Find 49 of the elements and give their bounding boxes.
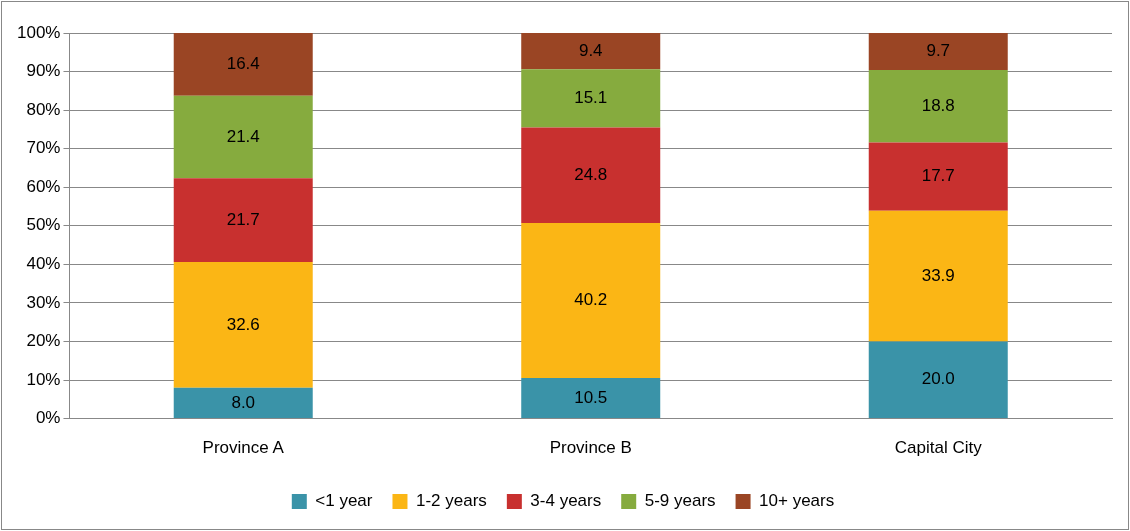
data-label: 16.4 [226, 53, 260, 73]
data-label: 17.7 [921, 166, 955, 186]
data-label: 18.8 [921, 95, 955, 115]
legend-label: 5-9 years [644, 491, 716, 511]
data-label: 21.7 [226, 209, 260, 229]
y-tick-label: 90% [26, 61, 61, 81]
data-label: 21.4 [226, 126, 260, 146]
y-tick-label: 30% [26, 292, 61, 312]
y-tick-label: 10% [26, 369, 61, 389]
legend-label: 3-4 years [530, 491, 602, 511]
data-label: 9.4 [578, 40, 603, 60]
bar [521, 127, 661, 224]
y-tick-label: 40% [26, 254, 61, 274]
data-label: 8.0 [231, 392, 256, 412]
x-tick-label: Capital City [894, 438, 983, 458]
data-label: 40.2 [574, 290, 608, 310]
data-label: 24.8 [574, 164, 608, 184]
bar [173, 33, 313, 96]
x-tick-label: Province B [549, 438, 632, 458]
bar [521, 33, 661, 70]
bar [173, 95, 313, 179]
bar [173, 387, 313, 419]
y-tick-label: 50% [26, 215, 61, 235]
y-tick-label: 20% [26, 331, 61, 351]
legend-label: <1 year [315, 491, 373, 511]
data-label: 33.9 [921, 265, 955, 285]
bar [868, 341, 1008, 419]
y-tick-label: 80% [26, 99, 61, 119]
bar [868, 70, 1008, 143]
data-label: 20.0 [921, 369, 955, 389]
bar [521, 378, 661, 419]
y-tick-label: 0% [35, 408, 61, 428]
bar [173, 262, 313, 388]
bar [521, 223, 661, 379]
legend-label: 1-2 years [415, 491, 487, 511]
y-tick-label: 60% [26, 176, 61, 196]
bar [868, 210, 1008, 342]
data-label: 32.6 [226, 314, 260, 334]
legend-label: 10+ years [759, 491, 835, 511]
data-label: 9.7 [926, 41, 951, 60]
bar [868, 142, 1008, 211]
data-label: 10.5 [574, 387, 608, 407]
data-label: 15.1 [574, 88, 608, 108]
bar [173, 178, 313, 263]
bar [521, 69, 661, 128]
y-tick-label: 100% [17, 22, 61, 42]
x-tick-label: Province A [202, 438, 285, 458]
bar [868, 33, 1008, 71]
y-tick-label: 70% [26, 138, 61, 158]
